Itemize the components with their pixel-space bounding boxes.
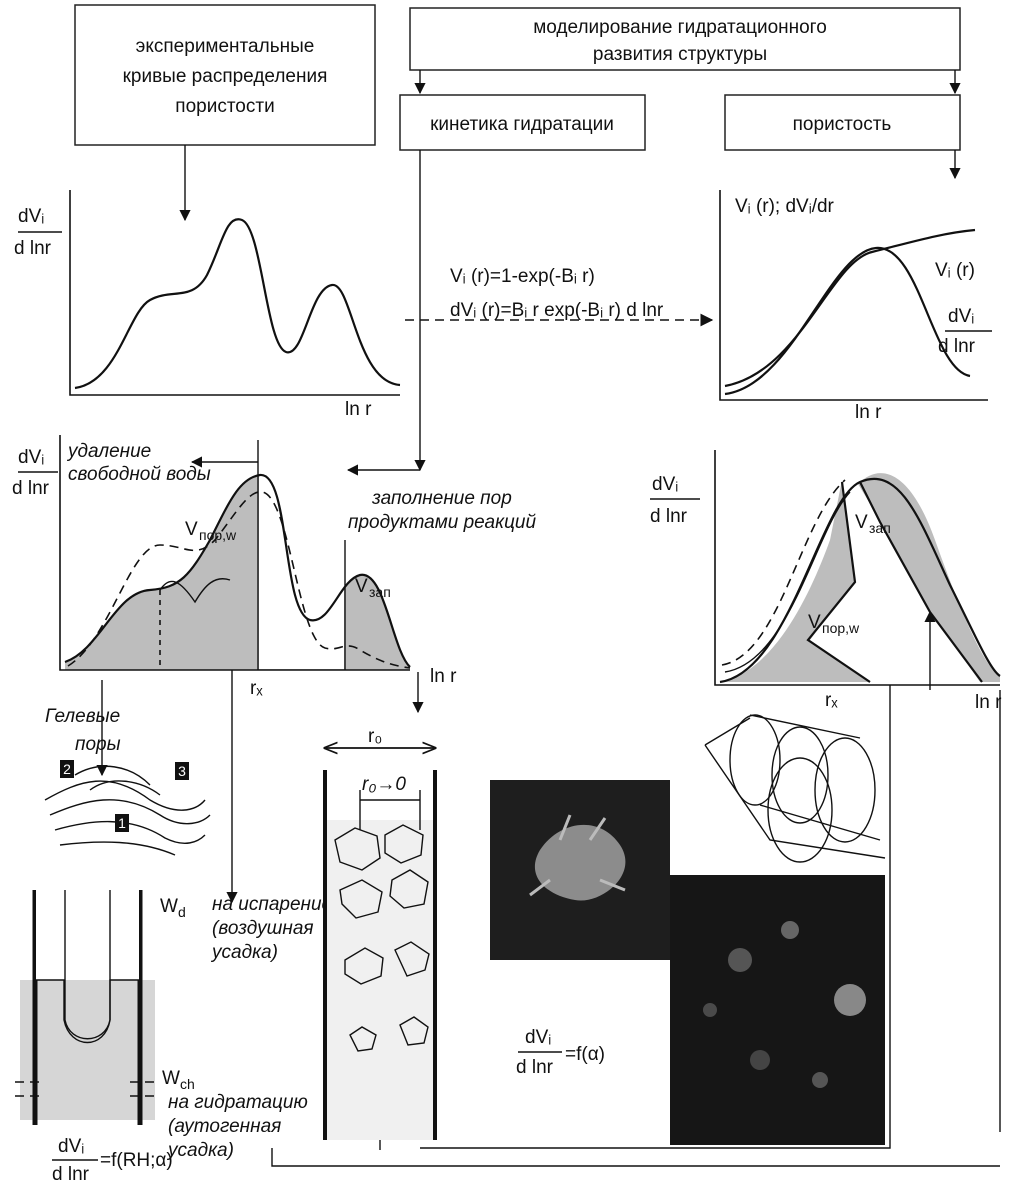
area-label: пор,w	[199, 527, 237, 543]
x-label: ln r	[430, 666, 457, 687]
area-label: V	[855, 512, 868, 533]
box-text: кинетика гидратации	[430, 114, 614, 135]
annotation: свободной воды	[68, 464, 211, 485]
y-label: d lnr	[12, 478, 50, 499]
curve-label: dVᵢ	[948, 306, 974, 327]
formula: dVᵢ (r)=Bᵢ r exp(-Bᵢ r) d lnr	[450, 300, 664, 321]
box-kinetics: кинетика гидратации	[400, 95, 645, 150]
shape	[812, 1072, 828, 1088]
formula: =f(α)	[565, 1044, 605, 1065]
curve-label: d lnr	[938, 336, 976, 357]
formula: d lnr	[516, 1057, 554, 1078]
area-label: зап	[869, 520, 891, 536]
shape	[834, 984, 866, 1016]
area-label: V	[355, 576, 368, 597]
box-text: кривые распределения	[123, 66, 328, 87]
shape	[815, 738, 875, 842]
rx-label: rₓ	[250, 678, 263, 699]
photos: dVᵢ d lnr =f(α)	[420, 685, 890, 1148]
annotation: на гидратацию	[168, 1092, 308, 1113]
y-label: dVᵢ	[652, 474, 678, 495]
label: r₀→0	[362, 774, 406, 795]
formula: =f(RH;α)	[100, 1150, 173, 1171]
shape	[728, 948, 752, 972]
y-label: d lnr	[650, 506, 688, 527]
box-porosity: пористость	[725, 95, 960, 150]
pore-tube: r₀ r₀→0	[325, 726, 435, 1150]
shape	[725, 230, 975, 386]
marker: 2	[63, 761, 71, 777]
x-label: ln r	[855, 402, 882, 423]
annotation: на испарение	[212, 894, 332, 915]
x-label: ln r	[975, 692, 1002, 713]
area-label: V	[808, 612, 821, 633]
y-label: dVᵢ	[18, 447, 44, 468]
shape	[781, 921, 799, 939]
diagram: экспериментальные кривые распределения п…	[0, 0, 1017, 1184]
shape	[75, 219, 400, 388]
label: d	[178, 904, 186, 920]
box-text: пористости	[175, 96, 274, 117]
y-label: dVᵢ	[18, 206, 44, 227]
x-label: ln r	[345, 399, 372, 420]
box-modeling: моделирование гидратационного развития с…	[410, 8, 960, 70]
shape	[65, 475, 410, 670]
box-experimental: экспериментальные кривые распределения п…	[75, 5, 375, 145]
annotation: (воздушная	[212, 918, 314, 939]
label: ch	[180, 1076, 195, 1092]
shape	[750, 1050, 770, 1070]
label: W	[160, 896, 178, 917]
label: W	[162, 1068, 180, 1089]
box-text: моделирование гидратационного	[533, 17, 827, 38]
shape	[858, 473, 1000, 682]
panel-model: Vᵢ (r); dVᵢ/dr Vᵢ (r) dVᵢ d lnr ln r	[720, 190, 992, 423]
area-label: V	[185, 519, 198, 540]
shape	[272, 1148, 1000, 1166]
annotation: удаление	[66, 441, 151, 462]
formula: d lnr	[52, 1164, 90, 1184]
y-label: d lnr	[14, 238, 52, 259]
formula: dVᵢ	[58, 1136, 84, 1157]
shape	[111, 890, 139, 980]
annotation: продуктами реакций	[348, 512, 537, 533]
marker: 3	[178, 763, 186, 779]
formula: dVᵢ	[525, 1027, 551, 1048]
formula: Vᵢ (r)=1-exp(-Bᵢ r)	[450, 266, 595, 287]
shape	[772, 727, 828, 823]
shape	[20, 980, 155, 1120]
shape	[703, 1003, 717, 1017]
area-label: пор,w	[822, 620, 860, 636]
annotation: (аутогенная	[168, 1116, 281, 1137]
panel-porosity: dVᵢ d lnr V зап V пор,w rₓ ln r	[650, 450, 1002, 713]
shape	[259, 440, 344, 669]
annotation: усадка)	[210, 942, 278, 963]
curve-label: Vᵢ (r)	[935, 260, 975, 281]
panel-hydration: dVᵢ d lnr удаление свободной воды заполн…	[12, 435, 537, 902]
annotation: поры	[75, 734, 121, 755]
box-text: пористость	[793, 114, 892, 135]
y-label: Vᵢ (r); dVᵢ/dr	[735, 196, 835, 217]
shape	[720, 480, 870, 682]
rx-label: rₓ	[825, 690, 838, 711]
annotation: Гелевые	[45, 706, 120, 727]
box-text: экспериментальные	[136, 36, 315, 57]
area-label: зап	[369, 584, 391, 600]
gel-pores: Гелевые поры 1 2 3	[45, 706, 210, 855]
box-text: развития структуры	[593, 44, 767, 65]
marker: 1	[118, 815, 126, 831]
shape	[36, 890, 64, 980]
shape	[325, 820, 435, 1140]
label: r₀	[368, 726, 382, 747]
annotation: заполнение пор	[371, 488, 512, 509]
shape	[720, 190, 988, 400]
annotation: усадка)	[166, 1140, 234, 1161]
panel-experimental: dVᵢ d lnr ln r	[14, 190, 400, 420]
